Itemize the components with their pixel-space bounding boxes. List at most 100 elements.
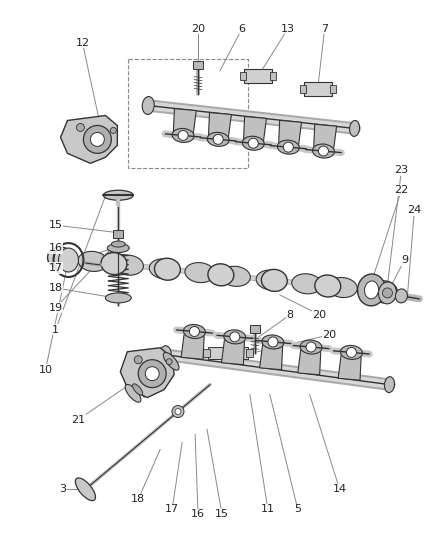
Text: 3: 3 [59, 484, 66, 494]
Ellipse shape [208, 264, 234, 286]
Text: 1: 1 [52, 325, 59, 335]
Polygon shape [260, 342, 283, 370]
Ellipse shape [300, 340, 322, 354]
Circle shape [83, 125, 111, 154]
Polygon shape [298, 347, 321, 375]
Circle shape [138, 360, 166, 387]
Bar [193, 61, 203, 69]
Text: 5: 5 [294, 504, 301, 514]
Bar [250, 325, 260, 333]
Ellipse shape [155, 258, 180, 280]
Circle shape [283, 142, 293, 152]
Ellipse shape [350, 120, 360, 136]
Text: 15: 15 [215, 509, 229, 519]
Bar [270, 71, 276, 79]
Text: 22: 22 [394, 185, 409, 195]
Circle shape [190, 327, 199, 336]
Ellipse shape [262, 335, 284, 349]
Text: 20: 20 [191, 24, 205, 34]
Text: 7: 7 [321, 24, 328, 34]
Ellipse shape [277, 140, 299, 154]
Bar [304, 82, 332, 95]
Circle shape [306, 342, 316, 352]
Ellipse shape [149, 259, 179, 279]
Bar [240, 71, 246, 79]
Text: 16: 16 [191, 509, 205, 519]
Bar [244, 69, 272, 83]
Ellipse shape [111, 241, 125, 247]
Ellipse shape [48, 247, 74, 269]
Ellipse shape [242, 136, 264, 150]
Ellipse shape [101, 253, 127, 274]
Text: 18: 18 [131, 494, 145, 504]
Polygon shape [60, 116, 117, 163]
Ellipse shape [292, 274, 321, 294]
Text: 20: 20 [322, 330, 337, 340]
Circle shape [166, 359, 172, 365]
Ellipse shape [221, 266, 251, 286]
Ellipse shape [107, 244, 129, 253]
Text: 15: 15 [49, 220, 63, 230]
Text: 10: 10 [39, 365, 53, 375]
Ellipse shape [224, 330, 246, 344]
Text: 24: 24 [407, 205, 421, 215]
Ellipse shape [113, 255, 144, 275]
Text: 17: 17 [49, 263, 63, 273]
Ellipse shape [59, 248, 78, 272]
Text: 18: 18 [49, 283, 63, 293]
Ellipse shape [371, 281, 397, 303]
Circle shape [268, 337, 278, 347]
Circle shape [382, 288, 392, 298]
Bar [330, 85, 336, 93]
Bar [246, 349, 253, 357]
Circle shape [230, 332, 240, 342]
Polygon shape [181, 332, 204, 359]
Ellipse shape [185, 263, 215, 282]
Polygon shape [279, 120, 301, 146]
Ellipse shape [133, 384, 143, 395]
Polygon shape [222, 337, 245, 365]
Text: 14: 14 [332, 484, 347, 494]
Text: 6: 6 [238, 24, 245, 34]
Polygon shape [314, 124, 337, 150]
Circle shape [172, 406, 184, 417]
Ellipse shape [364, 281, 378, 299]
Ellipse shape [256, 270, 286, 290]
Ellipse shape [184, 325, 205, 338]
Circle shape [213, 134, 223, 144]
Text: 9: 9 [401, 255, 408, 265]
Ellipse shape [357, 274, 385, 306]
Circle shape [110, 127, 117, 133]
Ellipse shape [207, 132, 229, 147]
Circle shape [318, 146, 328, 156]
Circle shape [145, 367, 159, 381]
Ellipse shape [315, 275, 341, 297]
Ellipse shape [378, 282, 396, 304]
Bar [208, 347, 248, 359]
Bar [203, 349, 210, 357]
Circle shape [90, 132, 104, 147]
Circle shape [134, 356, 142, 364]
Polygon shape [244, 117, 266, 142]
Text: 20: 20 [313, 310, 327, 320]
Polygon shape [208, 112, 231, 138]
Text: 19: 19 [49, 303, 63, 313]
Text: 17: 17 [165, 504, 179, 514]
Ellipse shape [172, 128, 194, 142]
Ellipse shape [75, 478, 95, 500]
Ellipse shape [328, 278, 357, 297]
Ellipse shape [163, 352, 179, 370]
Text: 8: 8 [286, 310, 293, 320]
Ellipse shape [396, 289, 407, 303]
Ellipse shape [106, 293, 131, 303]
Bar [300, 85, 306, 93]
Circle shape [346, 348, 357, 358]
Ellipse shape [142, 96, 154, 115]
Ellipse shape [312, 144, 334, 158]
Polygon shape [173, 109, 196, 134]
Circle shape [178, 131, 188, 140]
Text: 13: 13 [281, 24, 295, 34]
Ellipse shape [103, 190, 133, 200]
Text: 12: 12 [75, 38, 89, 48]
Circle shape [248, 138, 258, 148]
